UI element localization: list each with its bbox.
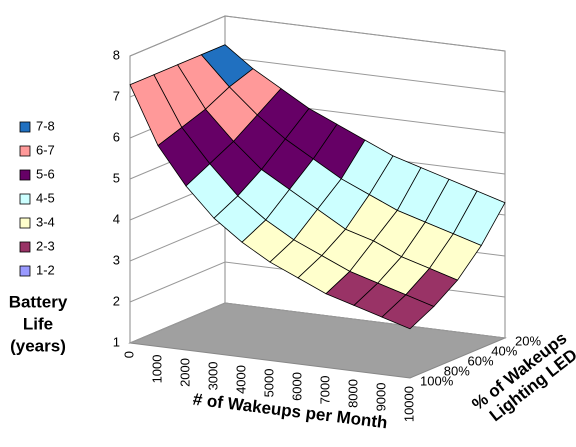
y-tick-label: 6 [113,129,120,144]
legend-swatch [19,145,31,157]
legend-label: 2-3 [36,238,55,253]
y-tick-label: 5 [113,170,120,185]
x-tick-label: 3000 [205,362,220,391]
surface-patch [381,294,435,330]
y-axis-title: Life [23,314,53,333]
legend-swatch [19,217,31,229]
x-tick-label: 7000 [317,376,332,405]
x-tick-label: 8000 [345,379,360,408]
x-tick-label: 1000 [149,355,164,384]
x-tick-label: 5000 [261,369,276,398]
legend-swatch [19,241,31,253]
depth-tick-label: 20% [515,333,541,348]
x-tick-label: 10000 [401,386,416,422]
legend-label: 6-7 [36,142,55,157]
legend-label: 5-6 [36,166,55,181]
y-tick-label: 2 [113,293,120,308]
legend-label: 3-4 [36,214,55,229]
y-tick-label: 4 [113,211,120,226]
y-axis-title: (years) [10,336,66,355]
y-axis-title: Battery [9,292,68,311]
depth-tick-label: 80% [444,363,470,378]
x-tick-label: 6000 [289,372,304,401]
y-tick-label: 7 [113,88,120,103]
x-tick-label: 4000 [233,365,248,394]
legend-swatch [19,265,31,277]
depth-tick-label: 60% [468,353,494,368]
legend-label: 7-8 [36,118,55,133]
x-tick-label: 9000 [373,383,388,412]
y-tick-label: 8 [113,47,120,62]
legend-swatch [19,121,31,133]
depth-tick-label: 100% [420,373,454,388]
legend-swatch [19,169,31,181]
legend-swatch [19,193,31,205]
x-tick-label: 2000 [177,358,192,387]
x-tick-label: 0 [121,351,136,358]
legend-label: 4-5 [36,190,55,205]
grid-line [129,15,506,57]
y-tick-label: 1 [113,334,120,349]
y-tick-label: 3 [113,252,120,267]
legend-label: 1-2 [36,262,55,277]
depth-tick-label: 40% [491,343,517,358]
